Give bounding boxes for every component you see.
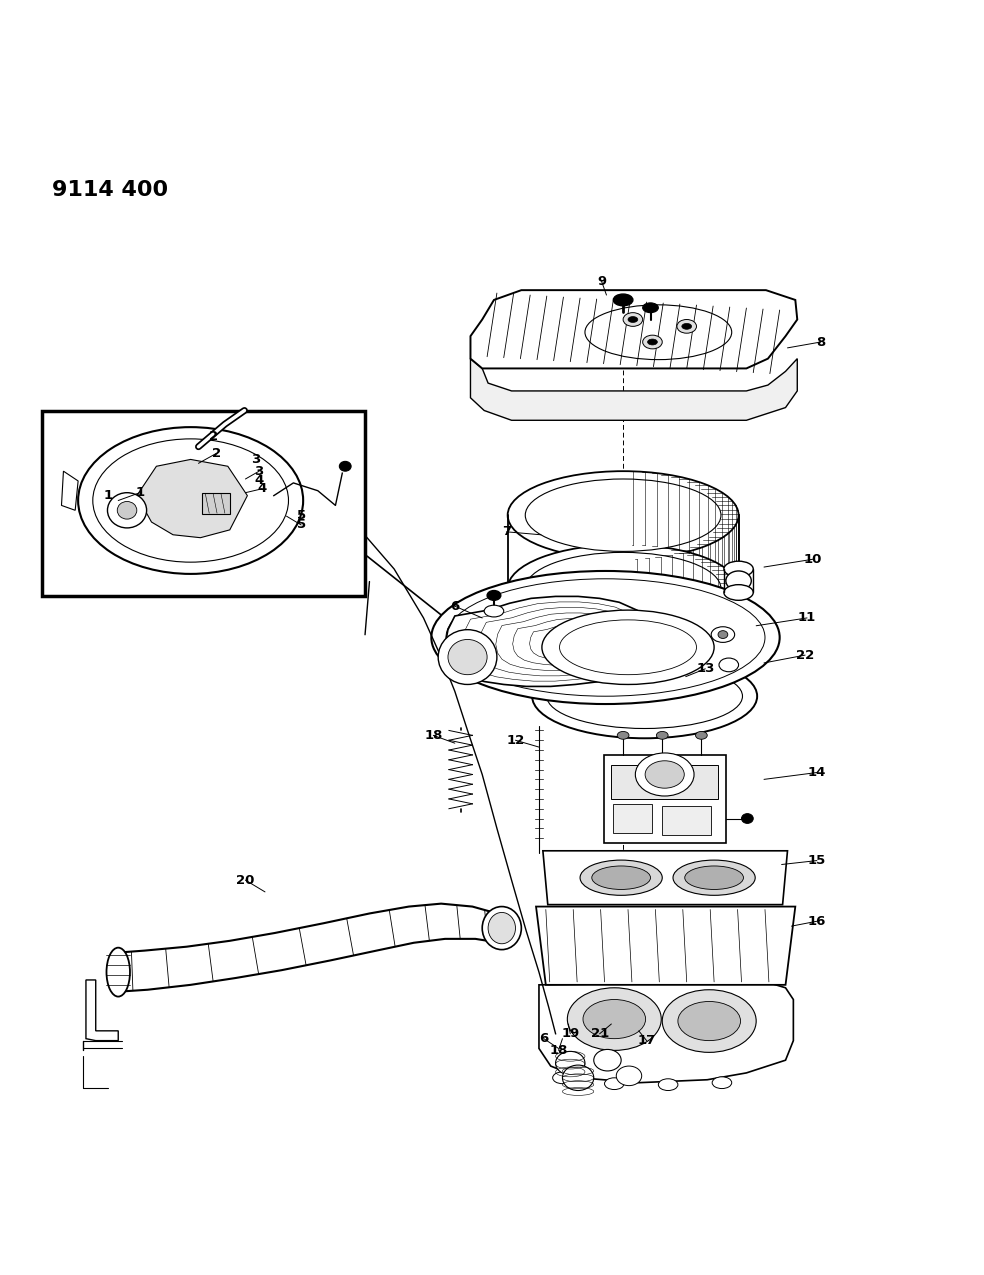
Polygon shape — [470, 291, 797, 368]
Ellipse shape — [616, 1066, 642, 1085]
Ellipse shape — [726, 571, 752, 590]
Ellipse shape — [542, 611, 714, 685]
Text: 13: 13 — [696, 662, 714, 676]
Ellipse shape — [712, 1077, 732, 1089]
Ellipse shape — [580, 861, 662, 895]
Text: 9114 400: 9114 400 — [52, 180, 168, 200]
Bar — [42, 411, 365, 597]
Ellipse shape — [532, 654, 757, 738]
Text: 5: 5 — [296, 519, 306, 532]
Ellipse shape — [78, 427, 303, 574]
Polygon shape — [137, 459, 247, 538]
Text: 14: 14 — [808, 766, 826, 779]
Ellipse shape — [107, 492, 147, 528]
Ellipse shape — [617, 732, 629, 739]
Text: 5: 5 — [296, 509, 306, 521]
Text: 6: 6 — [539, 1033, 548, 1045]
Text: 7: 7 — [502, 525, 512, 538]
Ellipse shape — [563, 1065, 593, 1090]
Bar — [611, 765, 718, 799]
Text: 8: 8 — [816, 335, 826, 348]
Text: 9: 9 — [597, 275, 606, 288]
Ellipse shape — [482, 907, 522, 950]
Text: 12: 12 — [507, 733, 524, 747]
Ellipse shape — [643, 303, 658, 312]
Bar — [203, 492, 230, 514]
Ellipse shape — [742, 813, 753, 824]
Ellipse shape — [487, 590, 501, 601]
Ellipse shape — [677, 320, 697, 333]
Text: 17: 17 — [638, 1034, 655, 1047]
Text: 20: 20 — [236, 873, 255, 886]
Ellipse shape — [508, 472, 739, 560]
Ellipse shape — [658, 1079, 678, 1090]
Polygon shape — [61, 472, 78, 510]
Ellipse shape — [339, 462, 351, 472]
Ellipse shape — [724, 585, 753, 601]
Ellipse shape — [448, 640, 487, 674]
Ellipse shape — [711, 627, 735, 643]
Text: 18: 18 — [549, 1044, 568, 1057]
Ellipse shape — [656, 732, 668, 739]
Text: 1: 1 — [135, 486, 145, 500]
Ellipse shape — [553, 1072, 573, 1084]
Text: 4: 4 — [258, 482, 267, 495]
Polygon shape — [539, 982, 793, 1082]
Text: 11: 11 — [798, 612, 816, 625]
Text: 4: 4 — [255, 474, 264, 487]
Bar — [662, 806, 711, 835]
Text: 2: 2 — [209, 431, 217, 444]
Ellipse shape — [646, 761, 684, 788]
Ellipse shape — [685, 866, 744, 890]
Polygon shape — [470, 358, 797, 421]
Ellipse shape — [431, 571, 779, 704]
Ellipse shape — [696, 732, 707, 739]
Ellipse shape — [719, 658, 739, 672]
Text: 3: 3 — [255, 464, 264, 478]
Ellipse shape — [678, 1001, 741, 1040]
Bar — [603, 755, 726, 843]
Text: 10: 10 — [804, 553, 822, 566]
Ellipse shape — [623, 312, 643, 326]
Polygon shape — [86, 980, 118, 1040]
Ellipse shape — [682, 324, 692, 329]
Polygon shape — [536, 907, 795, 984]
Ellipse shape — [724, 561, 753, 576]
Ellipse shape — [525, 479, 721, 551]
Text: 2: 2 — [212, 448, 220, 460]
Ellipse shape — [643, 335, 662, 349]
Text: 21: 21 — [590, 1028, 609, 1040]
Ellipse shape — [488, 913, 516, 944]
Ellipse shape — [593, 1049, 621, 1071]
Ellipse shape — [106, 947, 130, 997]
Text: 18: 18 — [424, 729, 443, 742]
Ellipse shape — [647, 339, 657, 346]
Ellipse shape — [628, 316, 638, 323]
Ellipse shape — [662, 989, 756, 1052]
Ellipse shape — [556, 1052, 584, 1075]
Text: 15: 15 — [808, 854, 826, 867]
Text: 6: 6 — [451, 599, 460, 613]
Text: 1: 1 — [104, 490, 113, 502]
Bar — [613, 803, 652, 833]
Text: 19: 19 — [561, 1028, 580, 1040]
Polygon shape — [445, 597, 663, 686]
Text: 22: 22 — [796, 649, 814, 662]
Ellipse shape — [117, 501, 137, 519]
Ellipse shape — [673, 861, 755, 895]
Ellipse shape — [636, 754, 694, 796]
Text: 3: 3 — [251, 453, 260, 465]
Ellipse shape — [508, 544, 739, 632]
Ellipse shape — [525, 552, 721, 625]
Text: 16: 16 — [808, 914, 826, 928]
Ellipse shape — [568, 988, 661, 1051]
Ellipse shape — [718, 631, 728, 639]
Polygon shape — [543, 850, 787, 905]
Ellipse shape — [591, 866, 650, 890]
Ellipse shape — [613, 295, 633, 306]
Ellipse shape — [438, 630, 497, 685]
Ellipse shape — [484, 606, 504, 617]
Ellipse shape — [583, 1000, 646, 1039]
Ellipse shape — [604, 1077, 624, 1090]
